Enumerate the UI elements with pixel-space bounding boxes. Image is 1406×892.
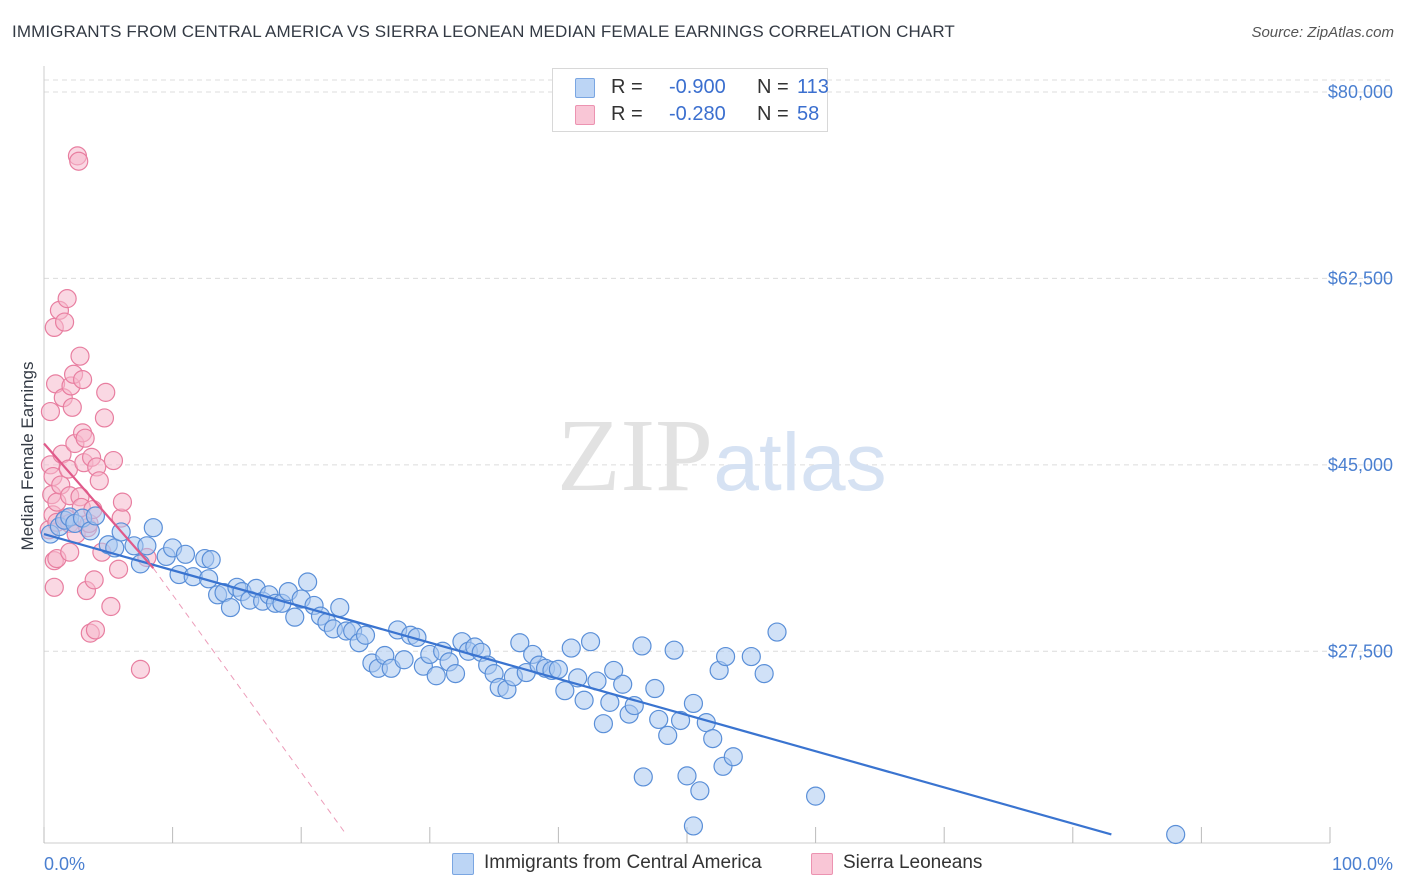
y-tick-labels: $27,500 $45,000 $62,500 $80,000: [1328, 82, 1393, 661]
data-point-central-america[interactable]: [805, 786, 826, 806]
data-point-sierra-leonean[interactable]: [84, 570, 104, 590]
legend-swatch-pink: [811, 853, 833, 875]
legend-n-value: 58: [797, 103, 820, 125]
data-point-central-america[interactable]: [394, 650, 414, 670]
data-point-central-america[interactable]: [574, 690, 594, 710]
data-point-sierra-leonean[interactable]: [54, 312, 75, 332]
legend-label: Immigrants from Central America: [484, 852, 762, 873]
data-point-sierra-leonean[interactable]: [94, 408, 115, 428]
legend-r-value: -0.900: [669, 76, 726, 98]
data-point-central-america[interactable]: [670, 710, 691, 731]
legend-label: Sierra Leoneans: [843, 852, 983, 873]
data-point-central-america[interactable]: [767, 622, 787, 642]
watermark-zip: ZIP: [557, 398, 713, 513]
data-point-central-america[interactable]: [633, 767, 653, 787]
data-point-sierra-leonean[interactable]: [72, 370, 93, 390]
legend-n-label: N =: [757, 103, 789, 125]
legend-r-value: -0.280: [669, 103, 726, 125]
source-credit: Source: ZipAtlas.com: [1251, 24, 1394, 41]
data-point-central-america[interactable]: [175, 544, 196, 564]
data-point-central-america[interactable]: [143, 518, 163, 538]
x-tick-label-end: 100.0%: [1332, 854, 1393, 874]
data-point-central-america[interactable]: [285, 607, 305, 627]
data-point-central-america[interactable]: [561, 638, 581, 658]
data-point-central-america[interactable]: [754, 664, 774, 684]
y-tick-label: $45,000: [1328, 455, 1393, 475]
series-sierra-leoneans: [39, 146, 157, 679]
legend-swatch-pink: [575, 105, 595, 125]
data-point-sierra-leonean[interactable]: [60, 542, 80, 562]
data-point-sierra-leonean[interactable]: [96, 382, 116, 402]
data-point-central-america[interactable]: [741, 646, 761, 667]
data-point-sierra-leonean[interactable]: [130, 659, 151, 679]
y-tick-label: $27,500: [1328, 641, 1393, 661]
legend-n-label: N =: [757, 76, 789, 98]
data-point-central-america[interactable]: [677, 766, 697, 786]
data-point-central-america[interactable]: [703, 729, 723, 749]
data-point-central-america[interactable]: [658, 725, 678, 746]
data-point-sierra-leonean[interactable]: [57, 289, 77, 309]
data-point-central-america[interactable]: [683, 693, 704, 714]
data-point-central-america[interactable]: [355, 625, 376, 645]
data-point-central-america[interactable]: [137, 536, 157, 556]
data-point-central-america[interactable]: [593, 714, 614, 734]
series-central-america: [40, 506, 1186, 845]
data-point-sierra-leonean[interactable]: [108, 559, 129, 579]
data-point-central-america[interactable]: [723, 747, 743, 767]
legend-r-label: R =: [611, 103, 643, 125]
x-tick-label-start: 0.0%: [44, 854, 85, 874]
data-point-central-america[interactable]: [683, 816, 704, 836]
data-point-sierra-leonean[interactable]: [103, 450, 124, 471]
data-point-central-america[interactable]: [85, 506, 106, 526]
data-point-sierra-leonean[interactable]: [112, 492, 133, 512]
data-point-sierra-leonean[interactable]: [40, 401, 61, 422]
data-point-central-america[interactable]: [632, 636, 652, 656]
watermark: ZIP atlas: [557, 398, 887, 513]
chart-title: IMMIGRANTS FROM CENTRAL AMERICA VS SIERR…: [12, 22, 955, 41]
watermark-atlas: atlas: [713, 417, 886, 508]
y-tick-label: $80,000: [1328, 82, 1393, 102]
y-tick-label: $62,500: [1328, 268, 1393, 288]
data-point-central-america[interactable]: [715, 646, 736, 667]
data-point-central-america[interactable]: [510, 633, 530, 653]
legend-n-value: 113: [797, 76, 829, 98]
data-point-central-america[interactable]: [613, 674, 633, 694]
data-point-sierra-leonean[interactable]: [69, 151, 89, 171]
data-point-sierra-leonean[interactable]: [44, 577, 64, 597]
data-point-central-america[interactable]: [580, 632, 601, 652]
data-point-central-america[interactable]: [445, 664, 466, 684]
data-point-sierra-leonean[interactable]: [70, 346, 90, 366]
data-point-central-america[interactable]: [645, 678, 665, 699]
data-point-central-america[interactable]: [604, 660, 624, 681]
data-point-sierra-leonean[interactable]: [75, 428, 95, 448]
data-point-central-america[interactable]: [690, 781, 710, 801]
data-point-sierra-leonean[interactable]: [85, 620, 106, 640]
data-point-central-america[interactable]: [201, 550, 221, 570]
data-point-central-america[interactable]: [298, 572, 318, 592]
trend-lines: [43, 442, 1112, 836]
data-point-central-america[interactable]: [1166, 824, 1186, 845]
data-point-central-america[interactable]: [649, 709, 669, 730]
data-point-central-america[interactable]: [220, 597, 241, 618]
data-point-sierra-leonean[interactable]: [62, 397, 82, 417]
x-tick-labels: 0.0% 100.0%: [44, 854, 1393, 874]
legend-swatch-blue: [575, 78, 595, 98]
legend-swatch-blue: [452, 853, 474, 875]
data-point-sierra-leonean[interactable]: [89, 471, 109, 491]
data-point-central-america[interactable]: [330, 597, 350, 618]
data-point-sierra-leonean[interactable]: [101, 596, 121, 617]
correlation-legend: R = -0.900 N = 113 R = -0.280 N = 58: [552, 68, 829, 132]
data-point-central-america[interactable]: [548, 659, 569, 679]
y-axis-label: Median Female Earnings: [18, 362, 37, 551]
grid-lines: [44, 79, 1390, 652]
axes: [43, 66, 1331, 844]
legend-r-label: R =: [611, 76, 643, 98]
data-point-central-america[interactable]: [426, 666, 446, 686]
data-point-central-america[interactable]: [664, 640, 684, 660]
trend-line-central-america: [43, 533, 1112, 836]
trend-line-sierra-leonean: [43, 442, 155, 569]
